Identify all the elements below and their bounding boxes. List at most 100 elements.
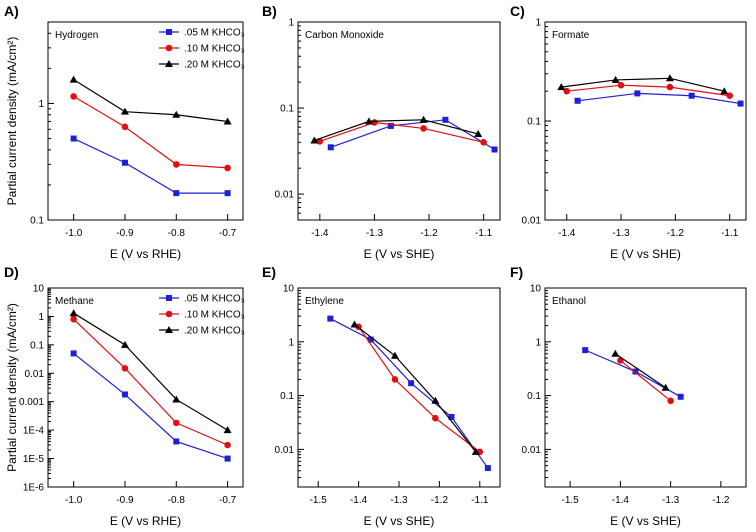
y-tick-label: 1E-6 bbox=[23, 483, 45, 494]
data-point bbox=[121, 159, 128, 166]
series-05-m-khco bbox=[327, 116, 498, 153]
data-point bbox=[172, 419, 180, 427]
x-axis-title: E (V vs RHE) bbox=[110, 514, 181, 528]
x-tick-label: -1.2 bbox=[420, 228, 438, 239]
y-axis-title: Partial current density (mA/cm²) bbox=[5, 37, 19, 206]
x-tick-label: -1.3 bbox=[612, 228, 630, 239]
series-line bbox=[330, 119, 495, 150]
data-point bbox=[666, 83, 674, 91]
data-point bbox=[70, 135, 77, 142]
x-tick-label: -1.1 bbox=[475, 228, 493, 239]
data-point bbox=[69, 75, 78, 83]
panel-title: Ethylene bbox=[305, 296, 344, 307]
data-point bbox=[432, 414, 439, 422]
series-10-m-khco bbox=[70, 315, 231, 449]
data-point bbox=[350, 320, 359, 328]
legend-label: .20 M KHCO₃ bbox=[184, 60, 245, 71]
x-axis-title: E (V vs SHE) bbox=[610, 247, 681, 261]
plot-frame bbox=[544, 21, 747, 221]
x-tick-label: -1.4 bbox=[558, 228, 576, 239]
data-point bbox=[442, 116, 449, 123]
x-tick-label: -0.9 bbox=[116, 495, 134, 506]
x-tick-label: -0.7 bbox=[219, 228, 237, 239]
legend-label: .05 M KHCO₃ bbox=[184, 294, 245, 305]
data-point bbox=[667, 397, 674, 405]
data-point bbox=[121, 123, 129, 131]
data-point bbox=[448, 414, 455, 421]
panel-title: Methane bbox=[55, 296, 94, 307]
x-tick-label: -1.1 bbox=[721, 228, 739, 239]
x-tick-label: -1.5 bbox=[310, 495, 328, 506]
panel-title: Hydrogen bbox=[55, 30, 98, 41]
panel-letter: A) bbox=[4, 3, 19, 19]
legend-label: .05 M KHCO₃ bbox=[184, 28, 245, 39]
series-line bbox=[354, 323, 477, 453]
data-point bbox=[420, 125, 427, 132]
y-tick-label: 1 bbox=[535, 337, 541, 348]
data-point bbox=[223, 426, 232, 434]
series-20-m-khco bbox=[557, 74, 729, 95]
plot-frame bbox=[47, 21, 244, 221]
x-tick-label: -1.0 bbox=[65, 228, 83, 239]
data-point bbox=[70, 93, 77, 100]
y-tick-label: 0.1 bbox=[30, 340, 44, 351]
data-point bbox=[371, 119, 378, 126]
x-tick-label: -1.4 bbox=[612, 495, 630, 506]
series-line bbox=[73, 79, 228, 123]
x-tick-label: -1.2 bbox=[667, 228, 685, 239]
data-point bbox=[172, 161, 180, 168]
data-point bbox=[224, 164, 231, 172]
data-point bbox=[677, 393, 684, 400]
series-05-m-khco bbox=[70, 135, 231, 197]
data-point bbox=[120, 340, 129, 348]
data-point bbox=[387, 122, 394, 129]
x-tick-label: -0.7 bbox=[219, 495, 237, 506]
data-point bbox=[611, 349, 620, 357]
series-line bbox=[73, 137, 228, 194]
series-20-m-khco bbox=[69, 75, 232, 125]
panel-letter: B) bbox=[262, 3, 277, 19]
panel-title: Formate bbox=[552, 30, 590, 41]
panel-formate: C) 0.01 0.1 1 -1.4 -1.3 -1.2 -1.1 E (V vs SHE) Fo… bbox=[510, 3, 747, 261]
legend-marker bbox=[166, 29, 172, 35]
data-point bbox=[617, 81, 625, 89]
y-tick-label: 10 bbox=[530, 284, 542, 295]
y-tick-label: 0.1 bbox=[527, 391, 541, 402]
panel-ethanol: F) 0.01 0.1 1 10 -1.5 -1.4 -1.3 -1.2 E (V vs SHE)… bbox=[510, 264, 747, 528]
legend: .05 M KHCO₃ .10 M KHCO₃ .20 M KHCO₃ bbox=[159, 28, 245, 71]
panel-letter: D) bbox=[4, 264, 19, 280]
panel-methane: D) 1E-6 1E-5 1E-4 0.001 0.01 0.1 1 10 -1.0 -0.9 -0.… bbox=[4, 264, 245, 528]
y-tick-label: 1E-4 bbox=[23, 426, 45, 437]
data-point bbox=[364, 117, 373, 125]
x-tick-label: -1.4 bbox=[311, 228, 329, 239]
legend-label: .20 M KHCO₃ bbox=[184, 326, 245, 337]
x-axis-title: E (V vs SHE) bbox=[364, 514, 435, 528]
data-point bbox=[120, 107, 129, 115]
y-tick-label: 1 bbox=[38, 99, 44, 110]
y-tick-label: 0.01 bbox=[25, 369, 45, 380]
series-line bbox=[615, 353, 666, 389]
data-point bbox=[69, 309, 78, 317]
y-tick-label: 0.1 bbox=[280, 104, 294, 115]
data-point bbox=[737, 100, 744, 107]
y-tick-label: 1 bbox=[288, 337, 294, 348]
data-point bbox=[327, 144, 334, 151]
data-point bbox=[688, 92, 695, 99]
plot-frame bbox=[47, 287, 244, 488]
legend-label: .10 M KHCO₃ bbox=[184, 44, 245, 55]
data-point bbox=[327, 315, 334, 322]
data-point bbox=[720, 87, 729, 95]
panel-title: Carbon Monoxide bbox=[305, 30, 384, 41]
data-point bbox=[70, 315, 77, 323]
x-tick-label: -1.3 bbox=[662, 495, 680, 506]
series-05-m-khco bbox=[582, 347, 684, 400]
data-point bbox=[632, 368, 639, 375]
series-10-m-khco bbox=[70, 93, 231, 172]
panel-letter: F) bbox=[510, 264, 523, 280]
data-point bbox=[431, 396, 440, 404]
data-point bbox=[665, 74, 674, 82]
data-point bbox=[390, 351, 399, 359]
legend-marker bbox=[165, 44, 173, 52]
series-05-m-khco bbox=[574, 90, 744, 107]
